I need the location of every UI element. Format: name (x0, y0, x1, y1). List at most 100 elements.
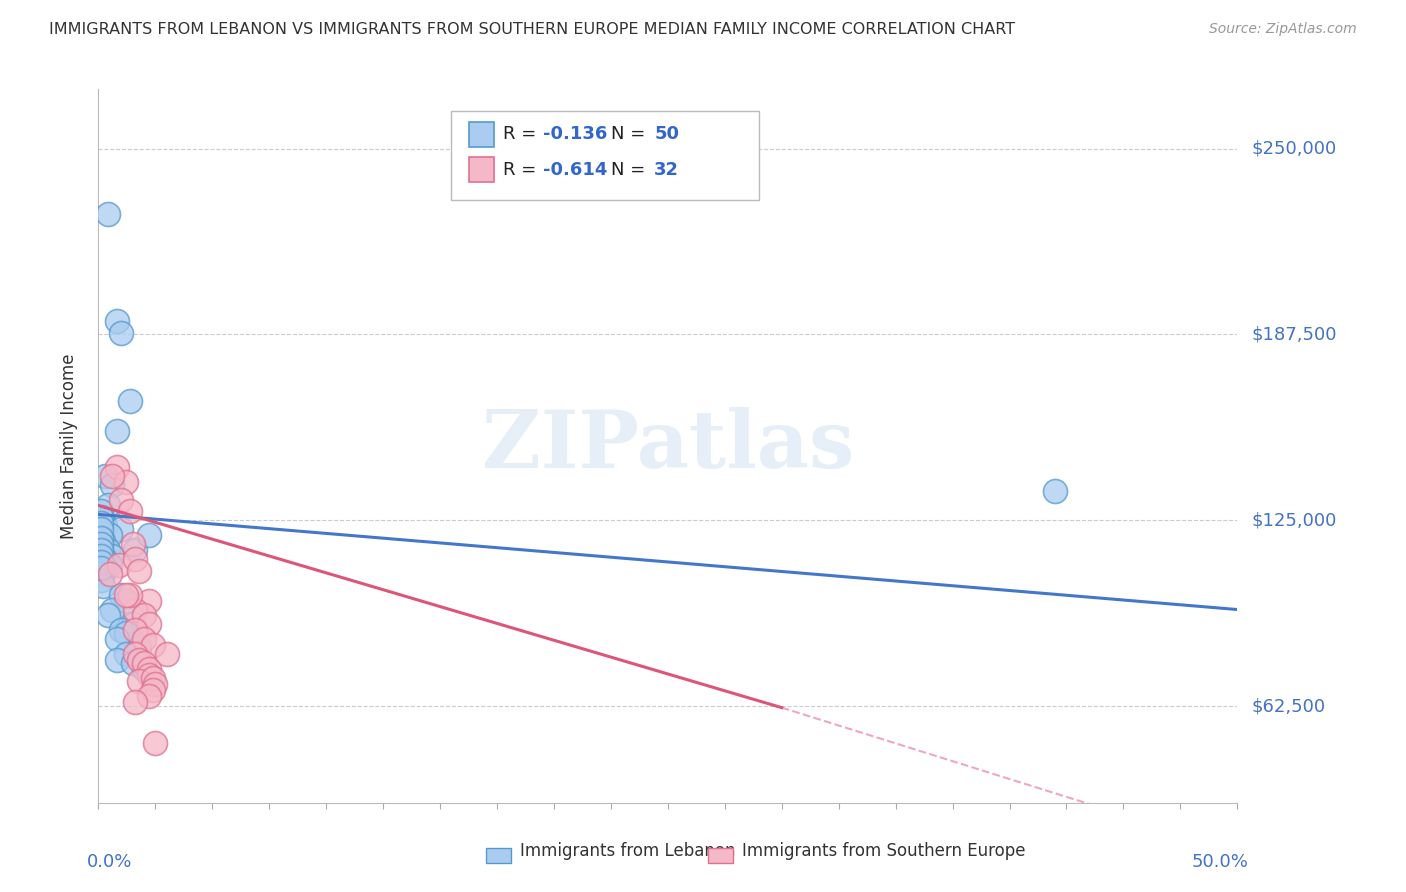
Point (121, 617, 143, 632)
Point (90, 543, 112, 558)
Point (142, 682, 165, 697)
Point (96, 499, 118, 513)
Point (101, 602, 124, 616)
Point (91, 579, 114, 593)
Point (105, 653, 128, 667)
Point (132, 608, 155, 623)
Point (101, 477, 124, 491)
Point (105, 632, 128, 647)
Point (114, 593, 136, 607)
Point (101, 468, 124, 483)
Point (91, 534, 114, 549)
Text: 32: 32 (654, 161, 679, 178)
Point (90, 510, 112, 524)
Point (128, 641, 150, 656)
Point (90, 573, 112, 587)
Text: Source: ZipAtlas.com: Source: ZipAtlas.com (1209, 22, 1357, 37)
Text: 0.0%: 0.0% (87, 853, 132, 871)
Text: N =: N = (612, 161, 651, 178)
Point (96, 608, 118, 623)
Point (156, 647, 179, 661)
Point (90, 540, 112, 554)
Point (96, 543, 118, 558)
Text: $187,500: $187,500 (1251, 326, 1337, 343)
Text: 50.0%: 50.0% (1192, 853, 1249, 871)
Text: IMMIGRANTS FROM LEBANON VS IMMIGRANTS FROM SOUTHERN EUROPE MEDIAN FAMILY INCOME : IMMIGRANTS FROM LEBANON VS IMMIGRANTS FR… (49, 22, 1015, 37)
Point (98, 528, 121, 542)
Point (132, 656, 155, 670)
Y-axis label: Median Family Income: Median Family Income (59, 353, 77, 539)
Point (138, 662, 160, 676)
Bar (468, 157, 494, 182)
Point (120, 394, 142, 409)
Point (145, 736, 167, 750)
Point (132, 632, 155, 647)
Point (91, 513, 114, 527)
Point (110, 326, 132, 340)
Point (90, 549, 112, 563)
Point (132, 662, 155, 676)
Point (124, 695, 146, 709)
Point (98, 566, 121, 581)
Point (138, 528, 160, 542)
Point (145, 677, 167, 691)
Point (94, 561, 117, 575)
Point (114, 626, 136, 640)
Bar (485, 847, 510, 863)
Point (110, 588, 132, 602)
Text: Immigrants from Southern Europe: Immigrants from Southern Europe (742, 842, 1025, 860)
Text: $125,000: $125,000 (1251, 511, 1337, 529)
Point (94, 552, 117, 566)
Point (90, 504, 112, 518)
Point (94, 468, 117, 483)
Point (142, 671, 165, 685)
Point (108, 558, 131, 572)
Point (91, 564, 114, 578)
Text: ZIPatlas: ZIPatlas (482, 407, 853, 485)
Point (1043, 483, 1066, 498)
Point (98, 558, 121, 572)
Point (120, 588, 142, 602)
Point (90, 516, 112, 531)
Point (128, 653, 150, 667)
Point (105, 314, 128, 328)
Point (120, 504, 142, 518)
Text: R =: R = (503, 161, 541, 178)
Point (124, 624, 146, 638)
Text: R =: R = (503, 125, 541, 143)
Text: $62,500: $62,500 (1251, 698, 1326, 715)
Point (124, 543, 146, 558)
Point (121, 537, 143, 551)
Point (128, 564, 150, 578)
Point (110, 492, 132, 507)
Point (128, 673, 150, 688)
Point (138, 617, 160, 632)
Point (105, 424, 128, 438)
Point (91, 555, 114, 569)
Point (138, 668, 160, 682)
Point (138, 689, 160, 703)
Point (90, 555, 112, 569)
Point (114, 475, 136, 489)
Point (101, 549, 124, 563)
Point (138, 593, 160, 607)
Text: $250,000: $250,000 (1251, 140, 1337, 158)
Point (124, 602, 146, 616)
Point (124, 647, 146, 661)
Point (114, 647, 136, 661)
Point (121, 656, 143, 670)
Point (142, 638, 165, 652)
Point (105, 459, 128, 474)
Point (90, 531, 112, 545)
Text: 50: 50 (654, 125, 679, 143)
Text: -0.136: -0.136 (543, 125, 607, 143)
Point (124, 552, 146, 566)
Text: Immigrants from Lebanon: Immigrants from Lebanon (520, 842, 735, 860)
Point (90, 522, 112, 536)
Point (110, 522, 132, 536)
Text: -0.614: -0.614 (543, 161, 607, 178)
Point (90, 561, 112, 575)
Point (110, 624, 132, 638)
Point (94, 519, 117, 533)
Bar (707, 847, 733, 863)
